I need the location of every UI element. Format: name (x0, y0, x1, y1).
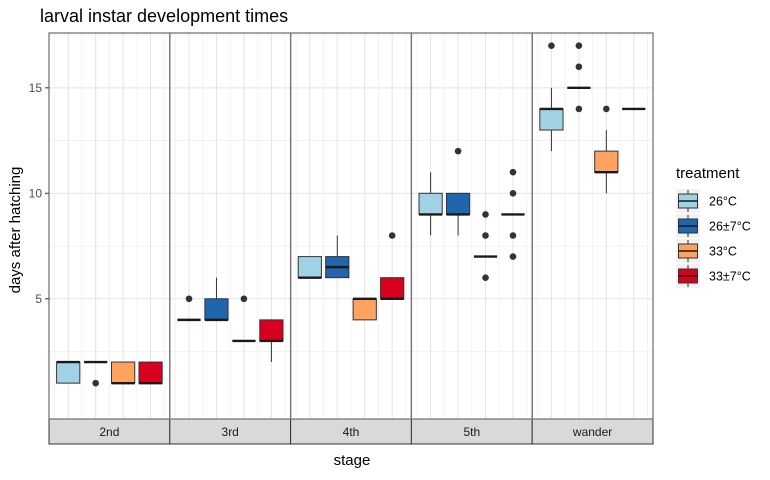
outlier-point (454, 147, 462, 155)
outlier-point (240, 295, 248, 303)
x-axis-title: stage (334, 452, 371, 469)
facet-strip (531, 418, 654, 445)
outlier-point (482, 211, 489, 218)
outlier-point (575, 42, 583, 49)
outlier-point (509, 253, 517, 260)
outlier-point (509, 232, 517, 239)
outlier-point (185, 295, 193, 303)
y-axis-title: days after hatching (7, 167, 24, 294)
legend-title: treatment (676, 165, 740, 182)
box-wander-26C (539, 108, 564, 131)
outlier-point (575, 63, 583, 71)
outlier-point (509, 190, 517, 197)
box-5th-267C (445, 192, 471, 215)
box-4th-337C (380, 277, 405, 300)
outlier-point (482, 232, 489, 239)
legend-entry-label: 33°C (709, 245, 737, 259)
box-wander-33C (594, 150, 619, 173)
facet-strip-label: 4th (343, 425, 360, 439)
legend-entry-label: 33±7°C (709, 270, 751, 284)
box-4th-33C (352, 298, 377, 321)
box-4th-26C (297, 256, 322, 279)
plot-area: 2nd 3rd 4th 5th wander 5 10 15 (29, 32, 654, 445)
box-2nd-26C (56, 361, 81, 384)
facet-strip-label: wander (572, 425, 612, 439)
box-2nd-33C (111, 361, 136, 384)
facet-strip (410, 418, 533, 445)
y-tick-label: 15 (29, 81, 43, 95)
outlier-point (388, 232, 396, 239)
facet-strip (290, 418, 412, 445)
legend-entry-label: 26°C (709, 195, 737, 209)
outlier-point (575, 105, 583, 113)
legend-entry-label: 26±7°C (709, 220, 751, 234)
box-2nd-337C (138, 361, 163, 384)
outlier-point (603, 105, 610, 113)
outlier-point (92, 379, 99, 387)
y-tick-label: 5 (35, 292, 42, 306)
box-3rd-337C (259, 319, 284, 342)
facet-strip-label: 2nd (99, 425, 119, 439)
legend: 26°C 26±7°C 33°C 33±7°C (676, 189, 751, 288)
y-tick-label: 10 (29, 186, 43, 200)
chart-title: larval instar development times (40, 6, 288, 26)
outlier-point (548, 42, 555, 49)
facet-strip-label: 3rd (222, 425, 239, 439)
outlier-point (509, 168, 517, 176)
outlier-point (482, 274, 489, 281)
facet-strip-label: 5th (463, 425, 480, 439)
panel-border (531, 32, 654, 420)
box-3rd-267C (204, 298, 229, 321)
box-5th-26C (418, 192, 443, 215)
